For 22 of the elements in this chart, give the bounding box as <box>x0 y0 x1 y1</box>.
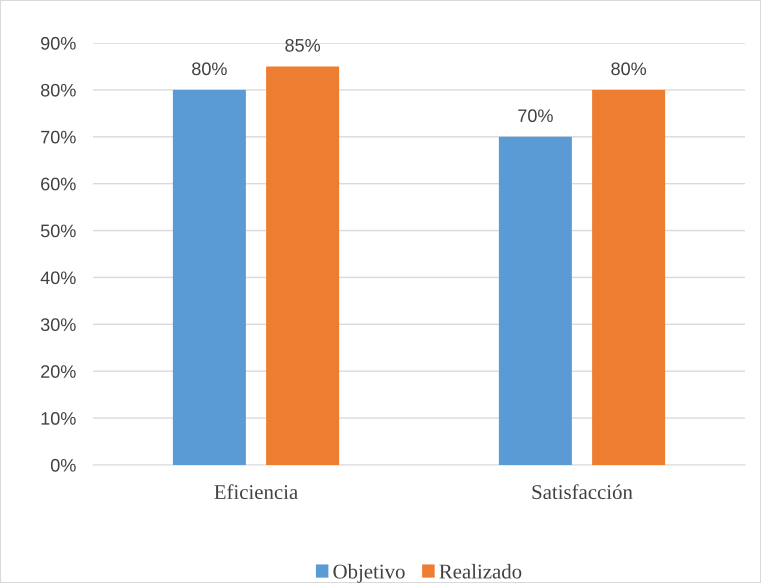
legend-label: Objetivo <box>333 564 405 583</box>
legend-label: Realizado <box>439 564 522 579</box>
y-tick-label: 20% <box>41 365 76 378</box>
y-tick-label: 30% <box>40 318 76 332</box>
y-tick-label: 0% <box>50 458 76 472</box>
data-label: 85% <box>285 38 320 52</box>
bar <box>172 90 246 465</box>
y-tick-label: 10% <box>42 412 76 425</box>
y-tick-label: 40% <box>40 271 76 284</box>
bar <box>498 136 572 465</box>
y-tick-label: 50% <box>40 224 76 238</box>
data-label: 80% <box>192 62 227 76</box>
x-tick-label: Eficiencia <box>214 484 298 500</box>
y-tick-label: 90% <box>41 36 76 50</box>
data-label: 80% <box>611 62 646 76</box>
y-tick-label: 80% <box>40 84 76 97</box>
y-tick-label: 70% <box>41 130 76 144</box>
y-tick-label: 60% <box>41 178 76 190</box>
bar <box>592 90 666 465</box>
x-tick-label: Satisfacción <box>532 484 633 500</box>
bar <box>266 66 340 465</box>
data-label: 70% <box>518 109 553 122</box>
